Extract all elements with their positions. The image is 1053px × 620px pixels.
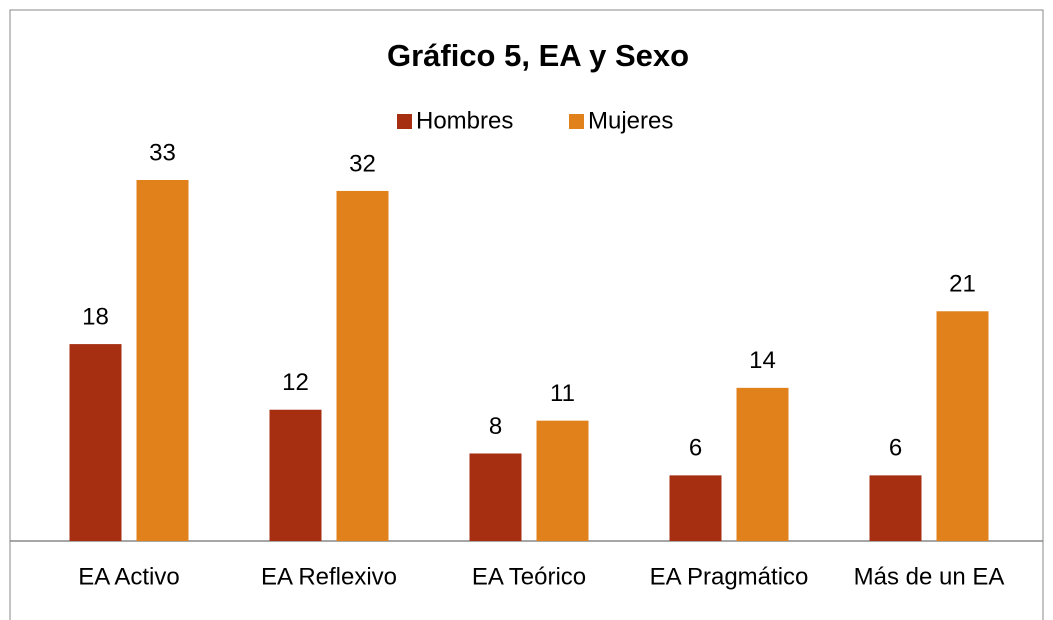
bar	[669, 475, 722, 541]
x-tick-label: EA Activo	[78, 563, 179, 590]
bar	[336, 190, 389, 541]
bar	[936, 311, 989, 541]
bar	[269, 409, 322, 541]
x-tick-label: EA Reflexivo	[261, 563, 397, 590]
data-label: 11	[550, 380, 575, 407]
legend-swatch	[569, 114, 584, 129]
x-tick-label: EA Teórico	[472, 563, 586, 590]
x-tick-label: Más de un EA	[854, 563, 1005, 590]
data-label: 6	[889, 435, 902, 462]
data-label: 8	[489, 413, 502, 440]
bar	[69, 344, 122, 541]
bar	[469, 453, 522, 541]
bar	[736, 387, 789, 541]
legend-swatch	[397, 114, 412, 129]
bar	[869, 475, 922, 541]
bar	[136, 180, 189, 541]
chart-title: Gráfico 5, EA y Sexo	[387, 38, 689, 73]
x-tick-label: EA Pragmático	[650, 563, 809, 590]
legend-label: Mujeres	[588, 107, 673, 134]
data-label: 21	[949, 271, 976, 298]
data-label: 18	[82, 303, 109, 330]
data-label: 32	[349, 150, 376, 177]
legend-label: Hombres	[416, 107, 513, 134]
data-label: 14	[749, 347, 776, 374]
data-label: 6	[689, 435, 702, 462]
chart-frame	[9, 9, 1044, 620]
bar	[536, 420, 589, 541]
data-label: 12	[282, 369, 309, 396]
data-label: 33	[149, 139, 176, 166]
